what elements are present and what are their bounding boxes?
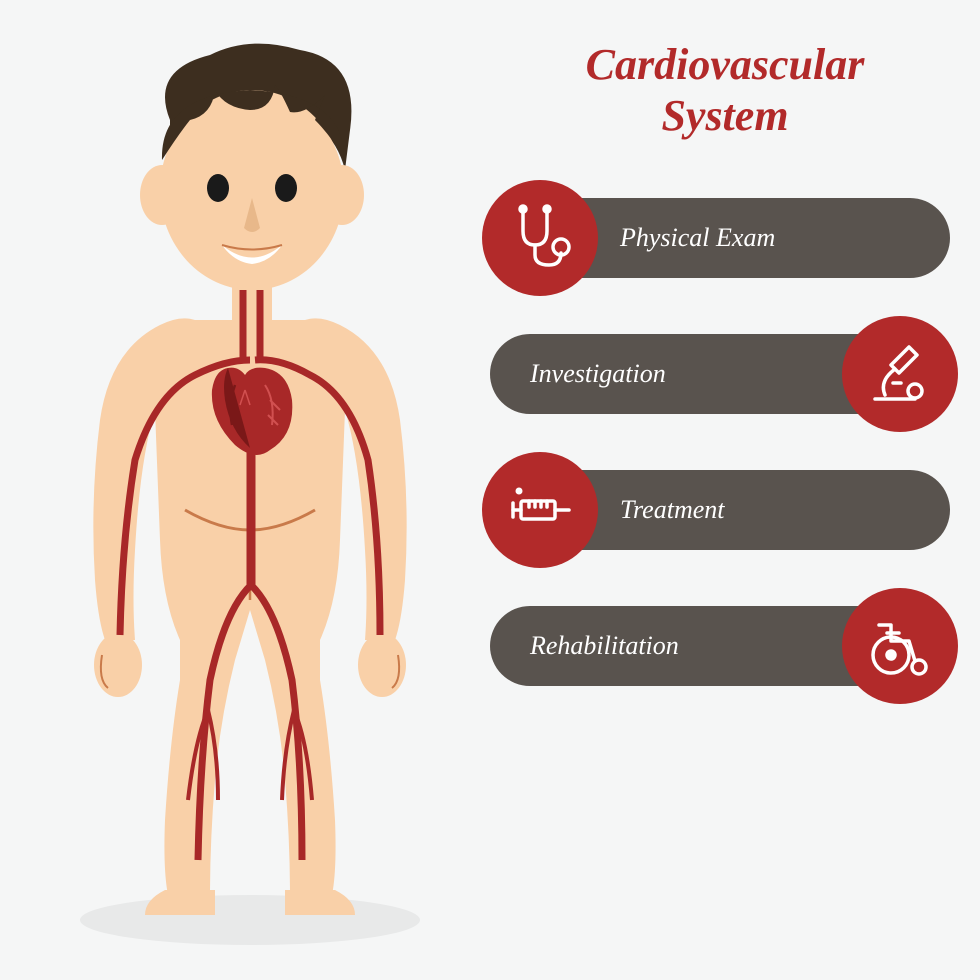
item-list: Physical Exam Investigation xyxy=(490,191,980,693)
syringe-icon xyxy=(482,452,598,568)
item-physical-exam: Physical Exam xyxy=(490,191,950,285)
microscope-icon xyxy=(842,316,958,432)
title-line-1: Cardiovascular xyxy=(586,40,865,89)
item-treatment: Treatment xyxy=(490,463,950,557)
info-panel: Cardiovascular System Physical Exam Inv xyxy=(490,0,980,980)
wheelchair-icon xyxy=(842,588,958,704)
figure-panel xyxy=(0,0,490,980)
item-rehabilitation: Rehabilitation xyxy=(490,599,950,693)
item-investigation: Investigation xyxy=(490,327,950,421)
anatomy-figure xyxy=(50,40,450,920)
page-title: Cardiovascular System xyxy=(490,40,980,141)
stethoscope-icon xyxy=(482,180,598,296)
title-line-2: System xyxy=(661,91,788,140)
